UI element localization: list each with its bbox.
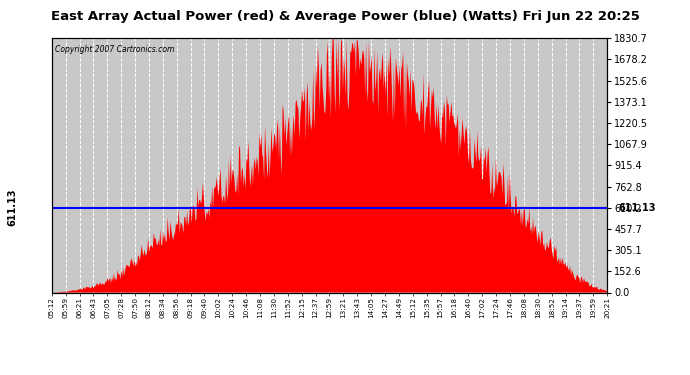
Text: Copyright 2007 Cartronics.com: Copyright 2007 Cartronics.com <box>55 45 174 54</box>
Text: East Array Actual Power (red) & Average Power (blue) (Watts) Fri Jun 22 20:25: East Array Actual Power (red) & Average … <box>50 10 640 23</box>
Text: 611.13: 611.13 <box>618 202 656 213</box>
Text: 611.13: 611.13 <box>7 189 17 226</box>
